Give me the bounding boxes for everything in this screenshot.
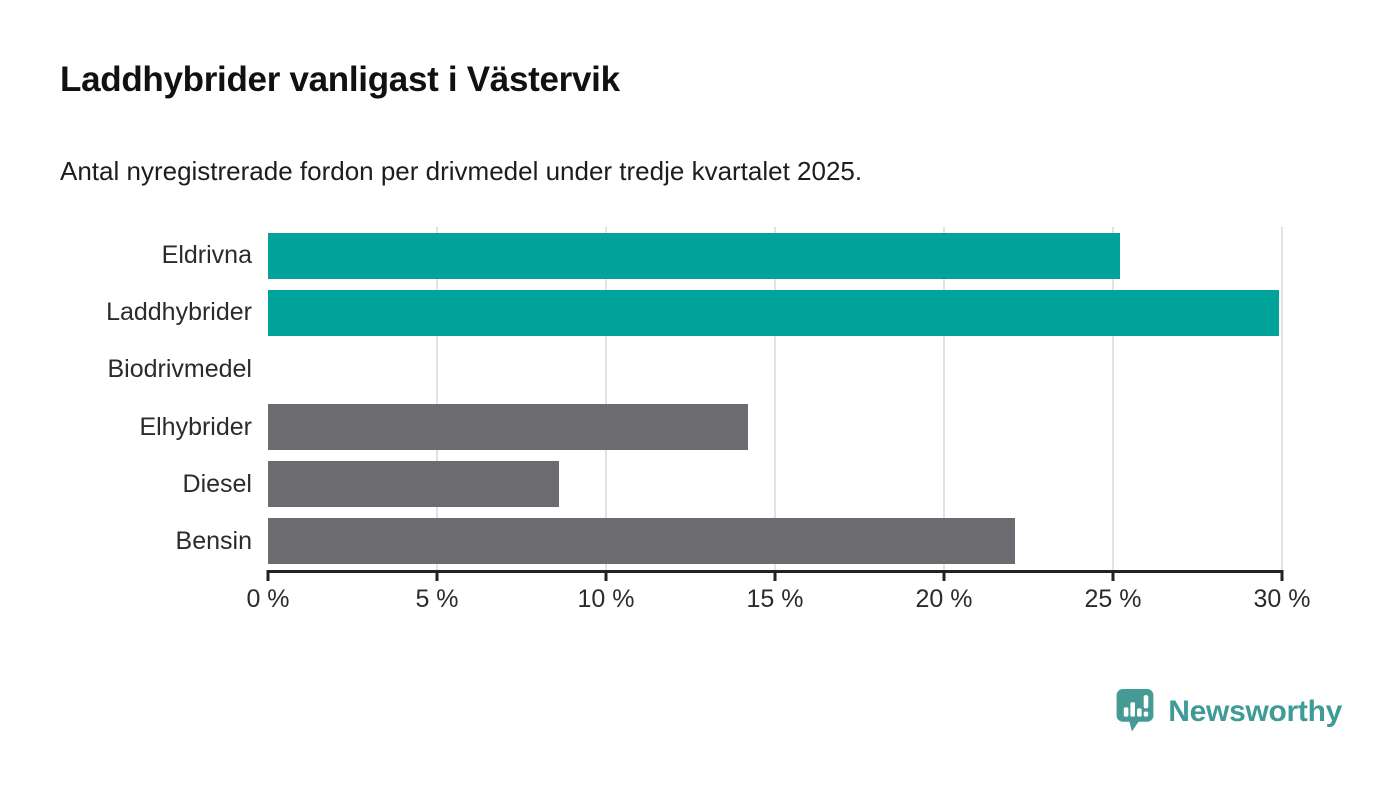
- gridline-30: [1281, 227, 1283, 570]
- x-axis-tick-30: [1280, 570, 1284, 581]
- bar-diesel: [268, 461, 559, 508]
- category-axis: Eldrivna Laddhybrider Biodrivmedel Elhybrid…: [0, 227, 252, 570]
- gridline-10: [605, 227, 607, 570]
- newsworthy-icon: [1116, 689, 1154, 732]
- x-axis-tick-15: [773, 570, 777, 581]
- x-axis-tick-20: [942, 570, 946, 581]
- gridline-5: [436, 227, 438, 570]
- x-axis-tick-25: [1111, 570, 1115, 581]
- newsworthy-wordmark: Newsworthy: [1168, 694, 1342, 728]
- category-label-bensin: Bensin: [175, 526, 252, 555]
- x-axis-tick-10: [604, 570, 608, 581]
- x-axis-tick-label-5: 5 %: [415, 585, 459, 613]
- x-axis-tick-label-25: 25 %: [1084, 585, 1142, 613]
- chart-title: Laddhybrider vanligast i Västervik: [60, 60, 620, 99]
- chart-subtitle: Antal nyregistrerade fordon per drivmede…: [60, 156, 863, 186]
- category-label-eldrivna: Eldrivna: [161, 241, 252, 270]
- newsworthy-logo: Newsworthy: [1114, 688, 1342, 735]
- gridline-20: [943, 227, 945, 570]
- category-label-biodrivmedel: Biodrivmedel: [107, 355, 252, 384]
- x-axis-tick-0: [266, 570, 270, 581]
- bar-chart-plot-area: 0 % 5 % 10 % 15 % 20 % 25 % 30 %: [246, 227, 1310, 613]
- gridline-25: [1112, 227, 1114, 570]
- x-axis-tick-label-30: 30 %: [1253, 585, 1311, 613]
- category-label-elhybrider: Elhybrider: [139, 412, 252, 441]
- x-axis-tick-label-15: 15 %: [746, 585, 804, 613]
- x-axis-tick-5: [435, 570, 439, 581]
- bar-bensin: [268, 518, 1015, 565]
- x-axis-tick-label-20: 20 %: [915, 585, 973, 613]
- category-label-laddhybrider: Laddhybrider: [106, 298, 252, 327]
- gridline-15: [774, 227, 776, 570]
- bar-eldrivna: [268, 232, 1120, 279]
- category-label-diesel: Diesel: [182, 469, 252, 498]
- x-axis-tick-label-0: 0 %: [246, 585, 290, 613]
- x-axis-tick-label-10: 10 %: [577, 585, 635, 613]
- bar-elhybrider: [268, 404, 748, 451]
- bar-laddhybrider: [268, 289, 1279, 336]
